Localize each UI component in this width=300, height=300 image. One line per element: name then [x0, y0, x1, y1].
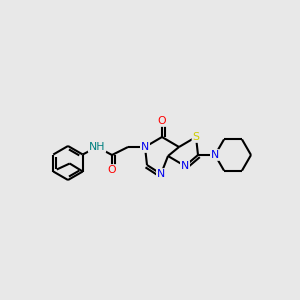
Text: N: N: [181, 161, 189, 171]
Text: NH: NH: [89, 142, 105, 152]
Text: O: O: [158, 116, 166, 126]
Text: S: S: [193, 132, 200, 142]
Text: N: N: [157, 169, 165, 179]
Text: N: N: [141, 142, 149, 152]
Text: N: N: [211, 150, 219, 160]
Text: O: O: [108, 165, 116, 175]
